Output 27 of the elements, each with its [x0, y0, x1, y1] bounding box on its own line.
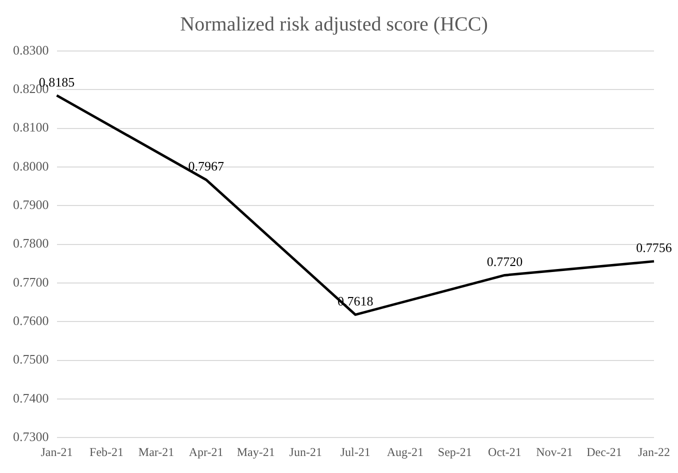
x-tick-label: Jan-21	[40, 444, 73, 459]
y-tick-label: 0.8300	[13, 42, 49, 58]
x-tick-label: Jun-21	[289, 444, 322, 459]
x-tick-label: Apr-21	[188, 444, 224, 459]
data-label: 0.7756	[636, 240, 672, 256]
y-tick-label: 0.7400	[13, 390, 49, 406]
x-tick-label: May-21	[236, 444, 275, 459]
x-tick-label: Jan-22	[638, 444, 670, 459]
y-tick-label: 0.7600	[13, 313, 49, 328]
x-tick-label: Dec-21	[586, 444, 622, 459]
chart-title: Normalized risk adjusted score (HCC)	[180, 13, 488, 36]
x-tick-label: Feb-21	[90, 444, 124, 459]
x-tick-label: Jul-21	[340, 444, 370, 459]
y-tick-label: 0.7300	[13, 429, 49, 444]
y-tick-label: 0.7800	[13, 236, 49, 251]
y-tick-label: 0.8000	[13, 158, 49, 174]
x-tick-label: Nov-21	[536, 444, 573, 459]
y-tick-label: 0.7700	[13, 274, 49, 290]
data-label: 0.7967	[188, 158, 224, 174]
y-tick-label: 0.8100	[13, 120, 49, 135]
x-tick-label: Sep-21	[438, 444, 472, 459]
y-tick-label: 0.7500	[13, 352, 49, 367]
y-tick-label: 0.7900	[13, 197, 49, 212]
x-tick-label: Aug-21	[386, 444, 424, 459]
data-label: 0.7720	[486, 254, 523, 270]
x-tick-label: Oct-21	[488, 444, 522, 459]
x-tick-label: Mar-21	[138, 444, 174, 459]
